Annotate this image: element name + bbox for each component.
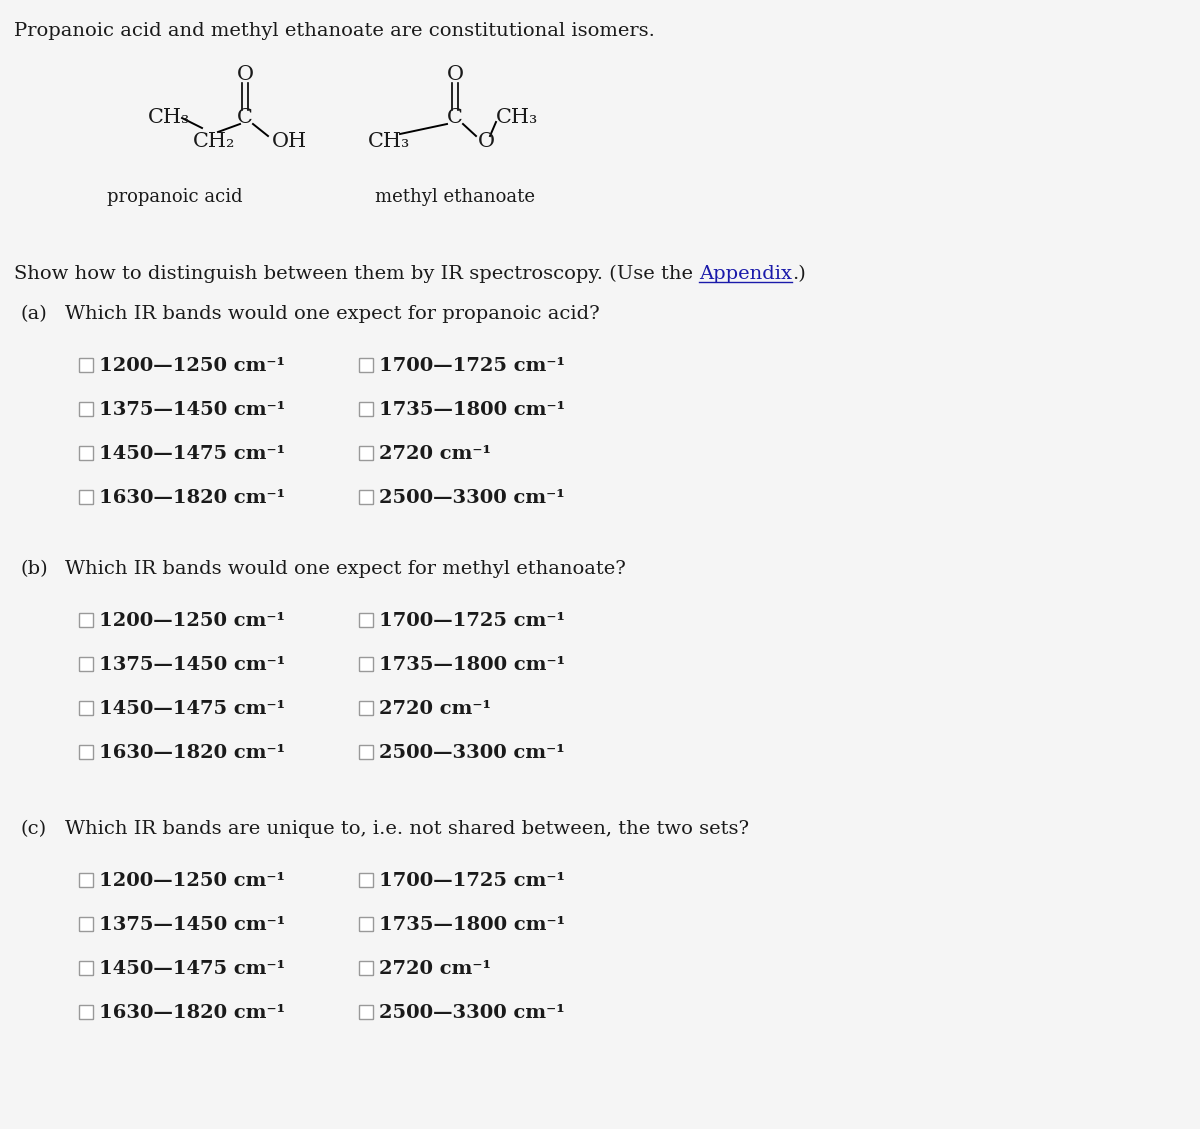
Text: O: O <box>236 65 253 84</box>
FancyBboxPatch shape <box>360 490 373 505</box>
FancyBboxPatch shape <box>360 359 373 373</box>
FancyBboxPatch shape <box>79 701 94 716</box>
Text: 1735—1800 cm⁻¹: 1735—1800 cm⁻¹ <box>379 656 565 674</box>
Text: CH₂: CH₂ <box>193 132 235 151</box>
FancyBboxPatch shape <box>360 874 373 887</box>
Text: 1200—1250 cm⁻¹: 1200—1250 cm⁻¹ <box>98 612 286 630</box>
Text: 2720 cm⁻¹: 2720 cm⁻¹ <box>379 960 491 978</box>
Text: 2500—3300 cm⁻¹: 2500—3300 cm⁻¹ <box>379 744 565 762</box>
Text: OH: OH <box>272 132 307 151</box>
FancyBboxPatch shape <box>79 403 94 417</box>
Text: CH₃: CH₃ <box>368 132 410 151</box>
Text: 1375—1450 cm⁻¹: 1375—1450 cm⁻¹ <box>98 916 286 934</box>
Text: 1450—1475 cm⁻¹: 1450—1475 cm⁻¹ <box>98 445 286 463</box>
FancyBboxPatch shape <box>79 613 94 628</box>
FancyBboxPatch shape <box>360 1006 373 1019</box>
Text: 2500—3300 cm⁻¹: 2500—3300 cm⁻¹ <box>379 1004 565 1022</box>
Text: (b): (b) <box>20 560 48 578</box>
Text: 1735—1800 cm⁻¹: 1735—1800 cm⁻¹ <box>379 916 565 934</box>
Text: CH₃: CH₃ <box>496 108 539 126</box>
Text: 1450—1475 cm⁻¹: 1450—1475 cm⁻¹ <box>98 700 286 718</box>
Text: 1630—1820 cm⁻¹: 1630—1820 cm⁻¹ <box>98 489 286 507</box>
Text: 1735—1800 cm⁻¹: 1735—1800 cm⁻¹ <box>379 401 565 419</box>
FancyBboxPatch shape <box>79 1006 94 1019</box>
Text: Show how to distinguish between them by IR spectroscopy. (Use the: Show how to distinguish between them by … <box>14 265 700 283</box>
Text: CH₃: CH₃ <box>148 108 191 126</box>
FancyBboxPatch shape <box>79 490 94 505</box>
FancyBboxPatch shape <box>79 874 94 887</box>
FancyBboxPatch shape <box>79 962 94 975</box>
Text: 1700—1725 cm⁻¹: 1700—1725 cm⁻¹ <box>379 872 565 890</box>
Text: propanoic acid: propanoic acid <box>107 189 242 205</box>
Text: 2720 cm⁻¹: 2720 cm⁻¹ <box>379 700 491 718</box>
Text: (c): (c) <box>20 820 46 838</box>
Text: methyl ethanoate: methyl ethanoate <box>374 189 535 205</box>
FancyBboxPatch shape <box>360 701 373 716</box>
Text: 1200—1250 cm⁻¹: 1200—1250 cm⁻¹ <box>98 357 286 375</box>
Text: 1450—1475 cm⁻¹: 1450—1475 cm⁻¹ <box>98 960 286 978</box>
FancyBboxPatch shape <box>79 918 94 931</box>
FancyBboxPatch shape <box>79 359 94 373</box>
Text: Propanoic acid and methyl ethanoate are constitutional isomers.: Propanoic acid and methyl ethanoate are … <box>14 21 655 40</box>
FancyBboxPatch shape <box>360 613 373 628</box>
Text: 1375—1450 cm⁻¹: 1375—1450 cm⁻¹ <box>98 401 286 419</box>
Text: O: O <box>446 65 463 84</box>
Text: Which IR bands would one expect for propanoic acid?: Which IR bands would one expect for prop… <box>65 305 600 323</box>
FancyBboxPatch shape <box>360 446 373 461</box>
FancyBboxPatch shape <box>360 657 373 672</box>
Text: 1700—1725 cm⁻¹: 1700—1725 cm⁻¹ <box>379 357 565 375</box>
Text: Which IR bands are unique to, i.e. not shared between, the two sets?: Which IR bands are unique to, i.e. not s… <box>65 820 749 838</box>
Text: 1200—1250 cm⁻¹: 1200—1250 cm⁻¹ <box>98 872 286 890</box>
Text: O: O <box>478 132 496 151</box>
FancyBboxPatch shape <box>79 745 94 760</box>
Text: 1375—1450 cm⁻¹: 1375—1450 cm⁻¹ <box>98 656 286 674</box>
FancyBboxPatch shape <box>79 657 94 672</box>
Text: Appendix: Appendix <box>700 265 792 283</box>
Text: 1630—1820 cm⁻¹: 1630—1820 cm⁻¹ <box>98 1004 286 1022</box>
Text: 2720 cm⁻¹: 2720 cm⁻¹ <box>379 445 491 463</box>
Text: 1630—1820 cm⁻¹: 1630—1820 cm⁻¹ <box>98 744 286 762</box>
Text: C: C <box>448 108 463 126</box>
FancyBboxPatch shape <box>360 745 373 760</box>
Text: (a): (a) <box>20 305 47 323</box>
FancyBboxPatch shape <box>360 918 373 931</box>
Text: C: C <box>238 108 253 126</box>
Text: 2500—3300 cm⁻¹: 2500—3300 cm⁻¹ <box>379 489 565 507</box>
Text: .): .) <box>792 265 806 283</box>
Text: 1700—1725 cm⁻¹: 1700—1725 cm⁻¹ <box>379 612 565 630</box>
Text: Which IR bands would one expect for methyl ethanoate?: Which IR bands would one expect for meth… <box>65 560 626 578</box>
FancyBboxPatch shape <box>360 403 373 417</box>
FancyBboxPatch shape <box>79 446 94 461</box>
FancyBboxPatch shape <box>360 962 373 975</box>
